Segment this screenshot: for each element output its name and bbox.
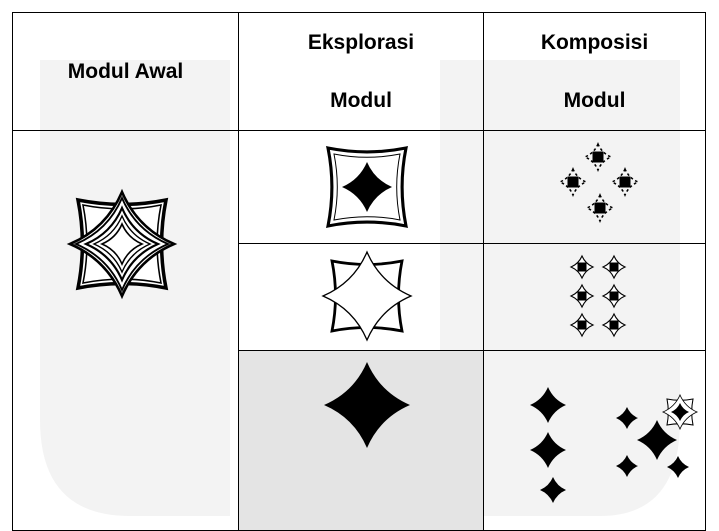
cell — [483, 130, 706, 244]
cell — [483, 350, 706, 531]
page: Modul Awal Eksplorasi Modul Komposisi Modu… — [12, 12, 706, 531]
header-text: Modul — [563, 88, 626, 112]
module-table: Modul Awal Eksplorasi Modul Komposisi Modu… — [12, 12, 706, 531]
header-row: Modul Awal Eksplorasi Modul Komposisi Modu… — [12, 12, 706, 131]
cell — [238, 130, 484, 244]
header-text: Modul — [330, 88, 392, 112]
cell — [238, 243, 484, 351]
header-cell: Eksplorasi Modul — [238, 12, 484, 131]
cell — [12, 130, 239, 531]
cell — [483, 243, 706, 351]
header-cell: Modul Awal — [12, 12, 239, 131]
header-text: Komposisi — [540, 30, 649, 54]
cell — [238, 350, 484, 531]
header-text: Eksplorasi — [307, 30, 415, 54]
header-cell: Komposisi Modul — [483, 12, 706, 131]
row — [12, 130, 706, 531]
header-text: Modul Awal — [67, 59, 184, 83]
